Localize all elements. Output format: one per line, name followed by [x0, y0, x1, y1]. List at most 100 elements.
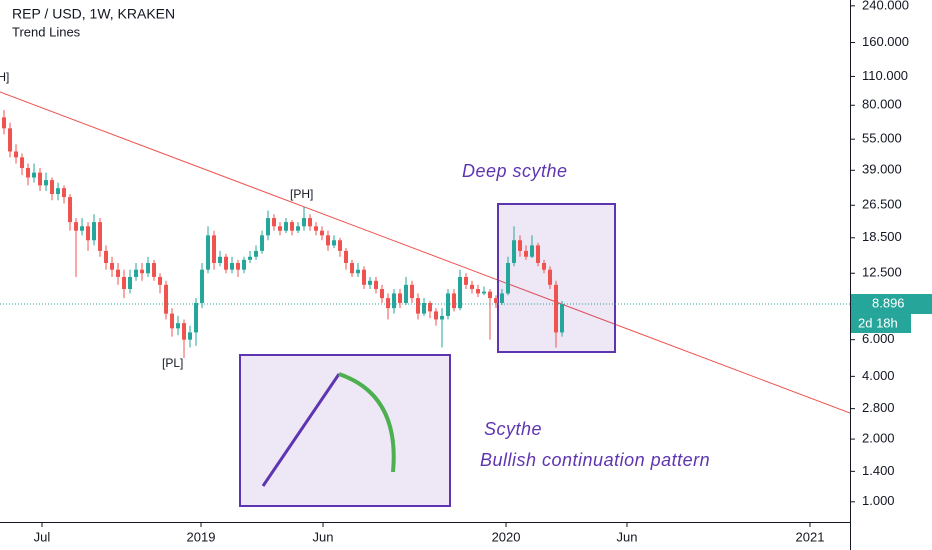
y-tick-label: 4.000 [862, 368, 895, 383]
candle-body [212, 235, 217, 263]
candle-body [260, 235, 265, 251]
candle-body [542, 262, 547, 270]
candle-body [56, 188, 61, 195]
x-tick-label: Jun [313, 529, 334, 544]
candle-body [386, 298, 391, 309]
chart-subtitle: Trend Lines [12, 24, 81, 39]
candle-body [158, 276, 163, 285]
candle-body [44, 180, 49, 186]
scythe-handle [261, 373, 341, 487]
candle-body [38, 172, 43, 186]
candle-body [536, 245, 541, 263]
candle-body [338, 240, 343, 251]
candle-body [446, 293, 451, 316]
candle-body [110, 262, 115, 270]
candle-body [380, 289, 385, 299]
candle-body [230, 262, 235, 270]
candle-body [176, 323, 181, 329]
pivot-label: [PL] [162, 356, 183, 370]
candle-body [458, 276, 463, 309]
candle-body [2, 117, 7, 129]
candle-body [320, 230, 325, 236]
candle-body [398, 293, 403, 303]
y-tick-label: 1.400 [862, 463, 895, 478]
candle-body [92, 222, 97, 241]
candle-body [272, 218, 277, 227]
candle-body [248, 256, 253, 260]
candle-body [170, 313, 175, 329]
candle-body [560, 304, 565, 333]
candle-body [326, 235, 331, 246]
y-tick-label: 6.000 [862, 331, 895, 346]
candle-body [284, 222, 289, 231]
candle-body [278, 226, 283, 231]
candle-body [506, 262, 511, 294]
candle-body [554, 284, 559, 333]
y-tick-label: 1.000 [862, 493, 895, 508]
candle-body [164, 284, 169, 314]
candle-body [134, 269, 139, 277]
x-tick-label: Jul [34, 529, 51, 544]
y-tick-label: 160.000 [862, 34, 909, 49]
x-tick-label: 2021 [796, 529, 825, 544]
candle-body [74, 222, 79, 231]
candle-body [8, 128, 13, 152]
annotation: Bullish continuation pattern [480, 450, 710, 470]
candle-body [224, 256, 229, 270]
candle-body [290, 222, 295, 231]
candle-body [362, 269, 367, 285]
candle-body [62, 188, 67, 198]
candle-body [242, 259, 247, 270]
candle-body [104, 250, 109, 263]
candle-body [524, 250, 529, 257]
candle-body [122, 276, 127, 290]
chart-title: REP / USD, 1W, KRAKEN [12, 6, 175, 22]
y-tick-label: 2.000 [862, 431, 895, 446]
candle-body [404, 284, 409, 303]
y-tick-label: 26.500 [862, 197, 902, 212]
candle-body [416, 298, 421, 314]
last-price-box [851, 294, 932, 315]
candle-body [98, 222, 103, 251]
pivot-label: [PH] [290, 187, 313, 201]
candle-body [188, 332, 193, 340]
candle-body [518, 240, 523, 251]
candle-body [548, 269, 553, 285]
candle-body [218, 256, 223, 263]
plot-area [0, 91, 850, 507]
candle-body [296, 226, 301, 231]
annotation: Scythe [484, 419, 542, 439]
scythe-blade [338, 372, 396, 473]
candle-body [32, 172, 37, 178]
candle-body [86, 226, 91, 241]
candle-body [182, 323, 187, 340]
pivot-label: [PH] [0, 70, 9, 84]
candle-body [128, 276, 133, 290]
countdown-label: 2d 18h [858, 315, 898, 330]
candle-body [254, 250, 259, 257]
y-tick-label: 55.000 [862, 131, 902, 146]
candle-body [452, 293, 457, 309]
candle-body [314, 226, 319, 231]
candle-body [422, 302, 427, 314]
candle-body [440, 315, 445, 320]
candle-body [494, 298, 499, 303]
candle-body [266, 218, 271, 236]
candle-body [26, 167, 31, 178]
candle-body [68, 197, 73, 223]
candle-body [200, 269, 205, 303]
candle-body [50, 180, 55, 195]
candle-body [512, 240, 517, 263]
trend-line [0, 91, 850, 414]
candle-body [116, 269, 121, 277]
countdown-box [851, 314, 911, 334]
x-tick-label: 2019 [187, 529, 216, 544]
candle-body [464, 276, 469, 285]
y-tick-label: 240.000 [862, 0, 909, 12]
y-tick-label: 110.000 [862, 68, 908, 83]
candle-body [308, 218, 313, 227]
candle-body [500, 293, 505, 303]
candle-body [428, 302, 433, 312]
candle-body [476, 289, 481, 294]
